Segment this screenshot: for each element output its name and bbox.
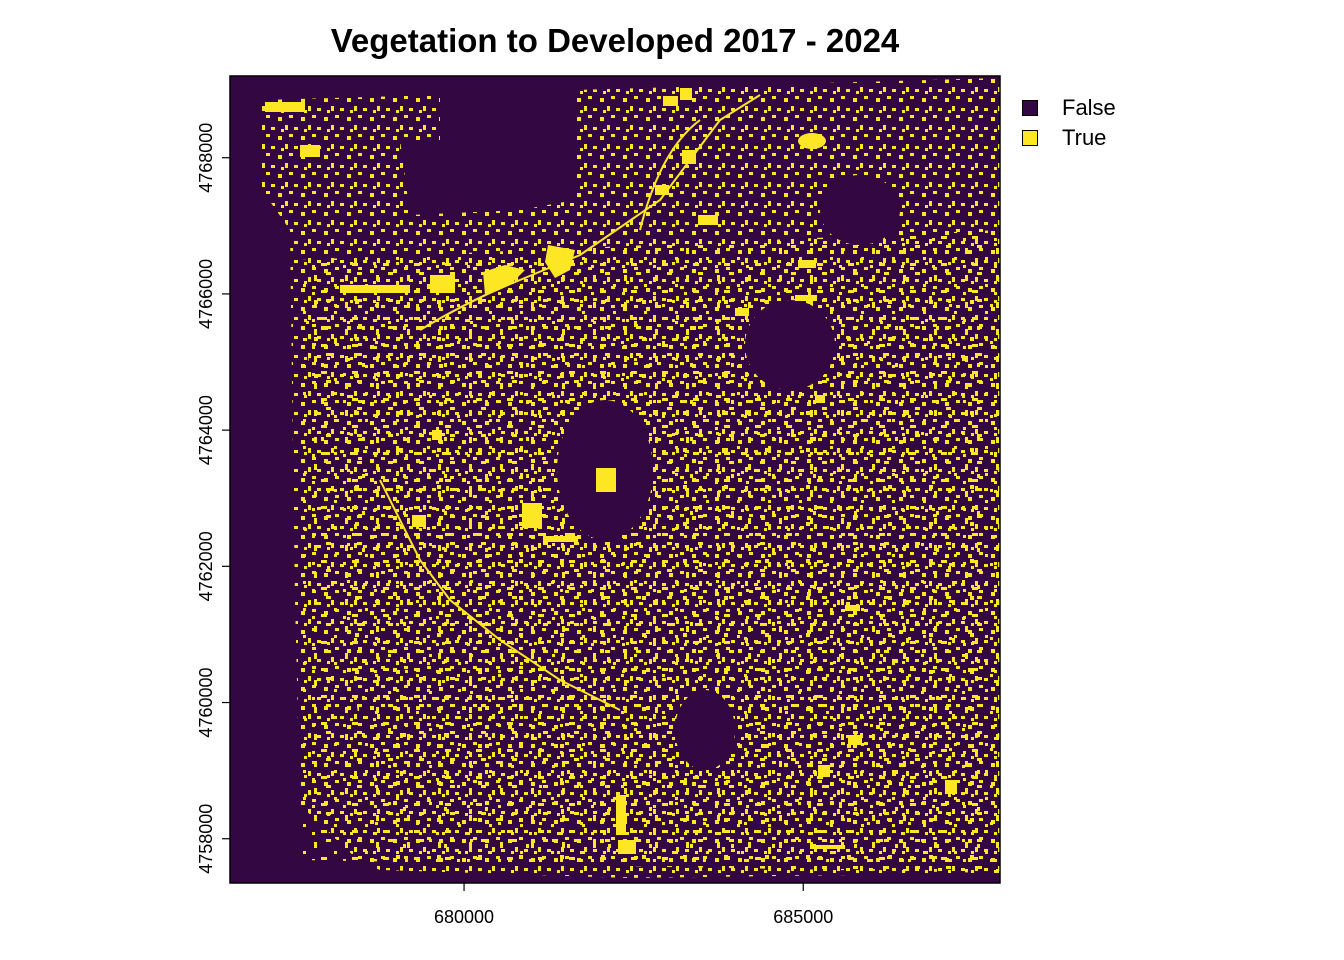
x-tick-label: 685000: [773, 907, 833, 927]
true-cells: [698, 215, 718, 225]
false-patch: [745, 300, 835, 390]
x-tick-label: 680000: [434, 907, 494, 927]
y-tick-label: 4758000: [196, 804, 216, 874]
true-cells: [848, 735, 862, 745]
true-cells: [818, 765, 830, 777]
true-cells: [798, 133, 826, 149]
true-cells-road: [419, 94, 761, 331]
true-cells: [735, 308, 749, 316]
true-cells-road: [379, 479, 621, 711]
true-cells: [543, 536, 578, 542]
true-cells: [412, 515, 426, 527]
true-cells: [810, 845, 845, 849]
false-patch: [820, 175, 900, 245]
legend-label-true: True: [1062, 125, 1107, 150]
y-tick-label: 4768000: [196, 123, 216, 193]
y-tick-label: 4760000: [196, 667, 216, 737]
true-cells: [795, 295, 817, 301]
true-cells: [432, 430, 442, 440]
true-cells: [845, 605, 860, 611]
true-cells: [616, 795, 626, 835]
y-tick-label: 4764000: [196, 395, 216, 465]
legend-item-false: False: [1022, 95, 1116, 120]
true-cells-road: [639, 119, 701, 231]
true-cells: [596, 468, 616, 492]
true-cells: [682, 150, 696, 164]
true-cells: [430, 275, 455, 293]
true-cells-region-3: [300, 300, 1000, 870]
chart-title: Vegetation to Developed 2017 - 2024: [330, 22, 900, 59]
true-cells: [522, 503, 542, 528]
true-cells: [618, 840, 636, 854]
false-patch: [675, 690, 735, 770]
true-cells: [265, 102, 305, 112]
legend-swatch-false: [1022, 100, 1038, 116]
true-cells: [798, 260, 816, 268]
legend-swatch-true: [1022, 130, 1038, 146]
y-tick-label: 4766000: [196, 259, 216, 329]
true-cells: [300, 145, 320, 157]
true-cells: [655, 185, 669, 195]
true-cells: [663, 96, 678, 106]
legend-item-true: True: [1022, 125, 1107, 150]
x-axis: 680000 685000: [434, 883, 833, 927]
y-tick-label: 4762000: [196, 531, 216, 601]
true-cells: [815, 395, 825, 403]
true-cells: [545, 245, 575, 278]
true-cells: [680, 88, 692, 100]
false-patch: [420, 140, 540, 200]
plot-frame: [229, 75, 1001, 884]
raster: [230, 76, 1000, 883]
y-axis: 4758000 4760000 4762000 4764000 4766000 47680…: [196, 123, 230, 874]
true-cells: [483, 265, 525, 295]
true-cells: [945, 780, 957, 794]
legend-label-false: False: [1062, 95, 1116, 120]
true-cells: [340, 285, 410, 293]
